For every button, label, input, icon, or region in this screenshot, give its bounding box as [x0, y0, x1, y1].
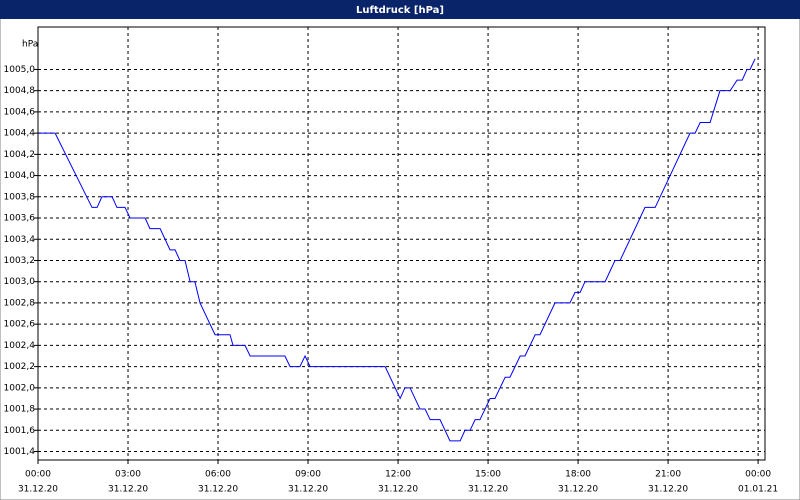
y-tick-label: 1003,2 [4, 256, 36, 266]
y-tick-label: 1002,4 [4, 341, 36, 351]
y-tick-label: 1002,8 [4, 298, 36, 308]
x-tick-date: 01.01.21 [738, 485, 778, 495]
x-tick-label: 12:00 [385, 470, 411, 480]
y-tick-label: 1002,2 [4, 362, 36, 372]
x-tick-label: 00:00 [25, 470, 51, 480]
y-tick-label: 1003,8 [4, 192, 36, 202]
y-tick-label: 1002,0 [4, 383, 36, 393]
data-line [38, 58, 756, 442]
x-tick-date: 31.12.20 [468, 485, 508, 495]
y-tick-label: 1001,8 [4, 405, 36, 415]
plot-border [37, 26, 766, 461]
y-tick-label: 1004,6 [4, 107, 36, 117]
y-tick-label: 1005,0 [4, 65, 36, 75]
x-tick-date: 31.12.20 [378, 485, 418, 495]
x-tick-label: 03:00 [115, 470, 141, 480]
x-tick-date: 31.12.20 [198, 485, 238, 495]
chart-title: Luftdruck [hPa] [356, 5, 444, 16]
x-tick-date: 31.12.20 [18, 485, 58, 495]
x-tick-label: 18:00 [565, 470, 591, 480]
x-tick-label: 15:00 [475, 470, 501, 480]
y-tick-label: 1001,6 [4, 426, 36, 436]
x-tick-date: 31.12.20 [558, 485, 598, 495]
title-bar [0, 0, 800, 19]
x-tick-label: 09:00 [295, 470, 321, 480]
x-tick-date: 31.12.20 [108, 485, 148, 495]
x-tick-label: 00:00 [745, 470, 771, 480]
y-tick-label: 1003,4 [4, 235, 36, 245]
y-axis-label: hPa [22, 40, 38, 50]
y-tick-label: 1004,2 [4, 150, 36, 160]
x-tick-date: 31.12.20 [648, 485, 688, 495]
y-tick-label: 1004,0 [4, 171, 36, 181]
y-tick-label: 1003,6 [4, 214, 36, 224]
x-tick-date: 31.12.20 [288, 485, 328, 495]
y-tick-label: 1003,0 [4, 277, 36, 287]
x-tick-label: 06:00 [205, 470, 231, 480]
plot-area [34, 27, 765, 464]
y-tick-label: 1002,6 [4, 320, 36, 330]
y-tick-label: 1004,8 [4, 86, 36, 96]
x-tick-label: 21:00 [655, 470, 681, 480]
y-tick-label: 1004,4 [4, 129, 36, 139]
y-tick-label: 1001,4 [4, 447, 36, 457]
